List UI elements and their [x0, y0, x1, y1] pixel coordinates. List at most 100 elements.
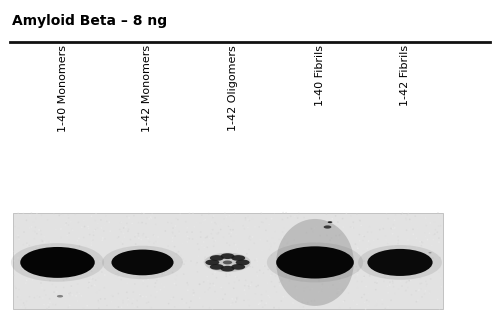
Point [20, 303, 28, 308]
Point [332, 220, 340, 225]
Point [58, 260, 66, 265]
Point [414, 298, 422, 303]
Point [322, 242, 330, 247]
Point [307, 226, 315, 231]
Point [250, 243, 258, 248]
Point [343, 279, 351, 284]
Point [289, 300, 297, 306]
Point [284, 272, 292, 278]
Point [283, 241, 291, 246]
Point [434, 302, 442, 308]
Point [353, 244, 361, 249]
Point [190, 293, 198, 298]
Point [400, 243, 407, 248]
Point [406, 242, 413, 248]
Point [28, 210, 36, 215]
Point [388, 226, 396, 231]
Point [272, 273, 280, 279]
Point [84, 226, 92, 231]
Point [306, 300, 314, 305]
Point [378, 301, 386, 307]
Ellipse shape [210, 255, 224, 261]
Point [429, 255, 437, 260]
Point [356, 218, 364, 223]
Point [209, 281, 217, 286]
Point [354, 267, 362, 272]
Point [88, 283, 96, 289]
Point [226, 273, 234, 278]
Point [280, 258, 288, 263]
Point [302, 230, 310, 235]
Point [251, 296, 259, 301]
Point [186, 211, 194, 216]
Point [171, 233, 179, 239]
Ellipse shape [276, 246, 354, 279]
Point [204, 243, 212, 248]
Point [296, 272, 304, 278]
Point [284, 215, 292, 221]
Point [331, 267, 339, 272]
Point [310, 270, 318, 275]
Point [68, 282, 76, 287]
Point [276, 272, 284, 277]
Point [118, 252, 126, 258]
Point [262, 289, 270, 294]
Point [436, 275, 444, 280]
Point [271, 229, 279, 234]
Point [272, 270, 280, 275]
Point [205, 267, 213, 272]
Point [76, 244, 84, 249]
Point [89, 230, 97, 235]
Point [302, 306, 310, 311]
Point [402, 288, 410, 293]
Ellipse shape [220, 253, 234, 259]
Point [74, 220, 82, 225]
Point [282, 294, 290, 299]
Point [244, 297, 252, 302]
Point [178, 259, 186, 264]
Point [62, 276, 70, 281]
Point [57, 235, 65, 240]
Point [136, 293, 144, 298]
Point [206, 305, 214, 310]
Point [24, 242, 32, 248]
Point [318, 282, 326, 287]
Point [384, 241, 392, 246]
Point [328, 235, 336, 241]
Point [73, 290, 81, 295]
Point [374, 251, 382, 256]
Point [53, 289, 61, 295]
Point [20, 242, 28, 247]
Point [408, 292, 416, 297]
Point [360, 274, 368, 279]
Point [316, 270, 324, 275]
Point [26, 266, 34, 271]
Point [228, 296, 236, 301]
Point [42, 292, 50, 298]
Point [83, 284, 91, 289]
Point [422, 289, 430, 294]
Point [331, 240, 339, 245]
Point [234, 257, 241, 262]
Point [90, 233, 98, 238]
Point [405, 278, 413, 283]
Point [168, 259, 176, 264]
Point [382, 306, 390, 311]
Point [158, 272, 166, 277]
Point [82, 243, 90, 249]
Point [352, 264, 360, 269]
Point [243, 282, 251, 287]
Point [322, 217, 330, 222]
Point [315, 224, 323, 230]
Point [276, 237, 283, 242]
Point [115, 275, 123, 280]
Point [434, 230, 442, 235]
Point [133, 270, 141, 276]
Point [112, 305, 120, 310]
Point [201, 257, 209, 262]
Point [40, 302, 48, 307]
Point [48, 251, 56, 256]
Point [319, 249, 327, 254]
Point [258, 298, 266, 303]
Point [386, 254, 394, 260]
